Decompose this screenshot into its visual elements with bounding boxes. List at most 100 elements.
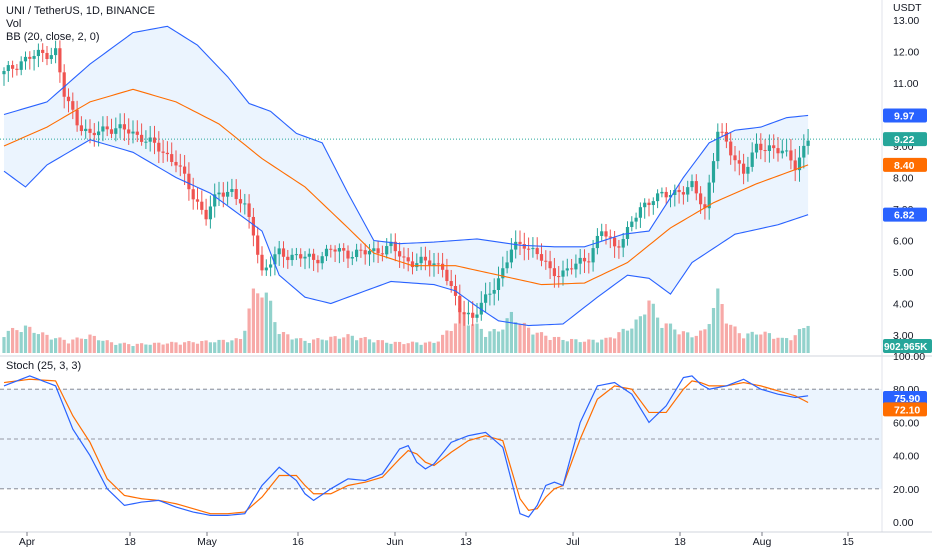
candle-body	[780, 150, 784, 154]
volume-bar	[453, 323, 458, 353]
volume-bar	[720, 304, 724, 353]
bb-basis-badge-bg	[883, 157, 927, 172]
volume-bar	[759, 334, 763, 353]
volume-bar	[754, 334, 759, 353]
candle-body	[316, 259, 320, 264]
volume-bar	[539, 332, 544, 353]
volume-bar	[6, 330, 10, 353]
candle-body	[488, 293, 492, 295]
volume-badge: 902.965K	[883, 339, 932, 353]
volume-bar	[656, 317, 660, 353]
candle-body	[66, 96, 71, 102]
candle-body	[256, 235, 260, 255]
candle-body	[260, 254, 264, 271]
volume-bar	[118, 343, 122, 353]
candle-body	[342, 248, 346, 251]
volume-bar	[522, 322, 526, 353]
volume-bar	[608, 337, 612, 353]
volume-bar	[269, 300, 273, 353]
candle-body	[84, 128, 88, 132]
time-tick-label: 18	[124, 536, 136, 548]
volume-bar	[772, 338, 776, 353]
volume-bar	[802, 328, 806, 353]
volume-bar	[660, 327, 664, 353]
candle-body	[355, 249, 359, 258]
bb-upper-badge-text: 9.97	[894, 110, 915, 122]
volume-bar	[466, 325, 470, 353]
candle-body	[191, 189, 195, 200]
currency-label: USDT	[893, 2, 922, 14]
candle-body	[92, 132, 96, 136]
volume-bar	[544, 335, 548, 353]
volume-bar	[376, 340, 380, 353]
time-tick-label: 15	[842, 536, 854, 548]
volume-bar	[673, 329, 677, 353]
volume-bar	[518, 324, 522, 353]
candle-body	[466, 312, 470, 315]
candle-body	[97, 131, 101, 136]
candle-body	[746, 166, 750, 174]
candle-body	[15, 68, 19, 70]
volume-bar	[647, 300, 651, 353]
candle-body	[527, 248, 531, 250]
volume-bar	[88, 334, 92, 353]
candle-body	[28, 56, 32, 59]
volume-bar	[58, 337, 62, 353]
candle-body	[221, 192, 225, 197]
candle-body	[557, 276, 561, 278]
volume-bar	[281, 332, 286, 353]
volume-bar	[84, 339, 88, 353]
candle-body	[88, 128, 92, 133]
candle-body	[58, 48, 62, 73]
time-tick-label: 13	[460, 536, 472, 548]
bb-fill	[4, 26, 809, 326]
volume-bar	[686, 332, 690, 353]
volume-bar	[191, 342, 195, 353]
volume-bar	[552, 336, 556, 353]
volume-bar	[135, 343, 139, 353]
candle-body	[492, 289, 496, 294]
volume-bar	[389, 343, 393, 353]
volume-bar	[423, 342, 427, 353]
volume-bar	[797, 329, 802, 353]
candle-body	[681, 192, 685, 195]
volume-bar	[548, 339, 552, 353]
candle-body	[750, 152, 754, 167]
bollinger-legend[interactable]: BB (20, close, 2, 0)	[6, 31, 100, 43]
candle-body	[114, 128, 118, 134]
volume-bar	[19, 332, 23, 353]
candle-body	[350, 257, 354, 259]
candle-body	[518, 241, 522, 245]
volume-bar	[234, 338, 238, 353]
candle-body	[776, 148, 780, 154]
volume-legend[interactable]: Vol	[6, 18, 22, 30]
candle-body	[789, 150, 793, 161]
volume-bar	[299, 338, 303, 353]
candle-body	[690, 181, 694, 188]
volume-bar	[62, 339, 66, 353]
volume-bar	[204, 340, 208, 353]
symbol-legend[interactable]: UNI / TetherUS, 1D, BINANCE	[6, 5, 155, 17]
candle-body	[144, 141, 148, 143]
candle-body	[548, 261, 552, 269]
volume-bar	[750, 331, 754, 353]
candlesticks	[2, 40, 810, 326]
candle-body	[195, 199, 200, 202]
volume-bar	[114, 344, 118, 353]
volume-bar	[49, 339, 53, 353]
candle-body	[763, 150, 767, 152]
stochastic-legend[interactable]: Stoch (25, 3, 3)	[6, 360, 82, 372]
candle-body	[445, 269, 449, 282]
volume-bar	[350, 335, 354, 353]
candle-body	[449, 281, 453, 286]
candle-body	[462, 312, 466, 315]
candle-body	[458, 295, 462, 313]
candle-body	[140, 134, 144, 142]
volume-bar	[337, 338, 341, 353]
candle-body	[737, 160, 741, 164]
bb-lower-badge-bg	[883, 207, 927, 222]
volume-bar	[488, 331, 492, 353]
volume-bar	[681, 331, 685, 353]
volume-bar	[733, 326, 737, 353]
